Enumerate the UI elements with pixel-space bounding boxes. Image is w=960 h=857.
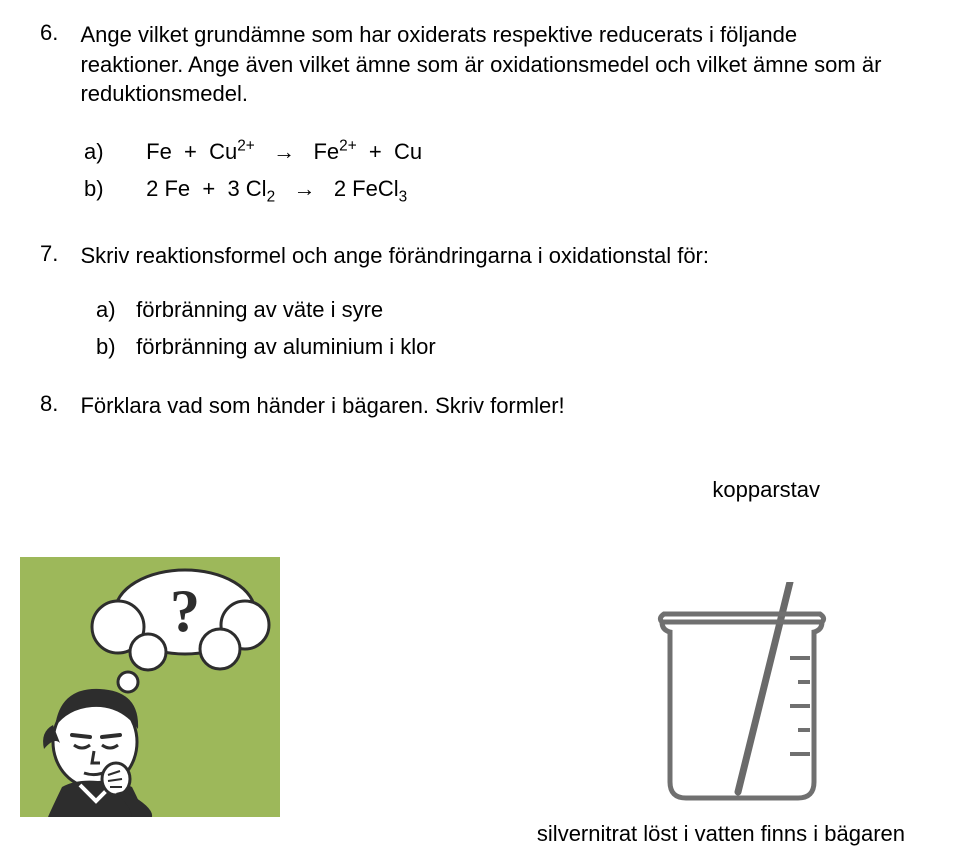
q8-body: Förklara vad som händer i bägaren. Skriv…: [80, 391, 900, 421]
q7-b-text: förbränning av aluminium i klor: [136, 334, 436, 359]
q7-b: b) förbränning av aluminium i klor: [96, 330, 920, 363]
q8-number: 8.: [40, 391, 76, 417]
q6-b-label: b): [84, 172, 140, 205]
question-8: 8. Förklara vad som händer i bägaren. Sk…: [40, 391, 920, 421]
svg-text:?: ?: [170, 578, 200, 644]
silvernitrat-label: silvernitrat löst i vatten finns i bägar…: [537, 821, 905, 847]
q6-reaction-b: b) 2 Fe + 3 Cl2 → 2 FeCl3: [84, 172, 920, 209]
q7-a-label: a): [96, 293, 130, 326]
q6-body: Ange vilket grundämne som har oxiderats …: [80, 20, 900, 109]
q7-b-label: b): [96, 330, 130, 363]
figure-area: kopparstav ?: [0, 477, 960, 857]
question-7: 7. Skriv reaktionsformel och ange föränd…: [40, 241, 920, 363]
kopparstav-label: kopparstav: [712, 477, 820, 503]
q7-a-text: förbränning av väte i syre: [136, 297, 383, 322]
q7-number: 7.: [40, 241, 76, 267]
q7-sublist: a) förbränning av väte i syre b) förbrän…: [96, 293, 920, 363]
thinker-illustration: ?: [20, 557, 280, 817]
q7-a: a) förbränning av väte i syre: [96, 293, 920, 326]
q6-reaction-a: a) Fe + Cu2+ → Fe2+ + Cu: [84, 135, 920, 168]
q7-body: Skriv reaktionsformel och ange förändrin…: [80, 241, 900, 271]
q6-b-formula: 2 Fe + 3 Cl2 → 2 FeCl3: [146, 176, 407, 201]
q6-a-label: a): [84, 135, 140, 168]
q6-reactions: a) Fe + Cu2+ → Fe2+ + Cu b) 2 Fe + 3 Cl2…: [84, 135, 920, 209]
page-root: 6. Ange vilket grundämne som har oxidera…: [0, 0, 960, 857]
question-6: 6. Ange vilket grundämne som har oxidera…: [40, 20, 920, 209]
beaker-illustration: [640, 582, 840, 812]
q6-number: 6.: [40, 20, 76, 46]
q6-a-formula: Fe + Cu2+ → Fe2+ + Cu: [146, 139, 422, 164]
